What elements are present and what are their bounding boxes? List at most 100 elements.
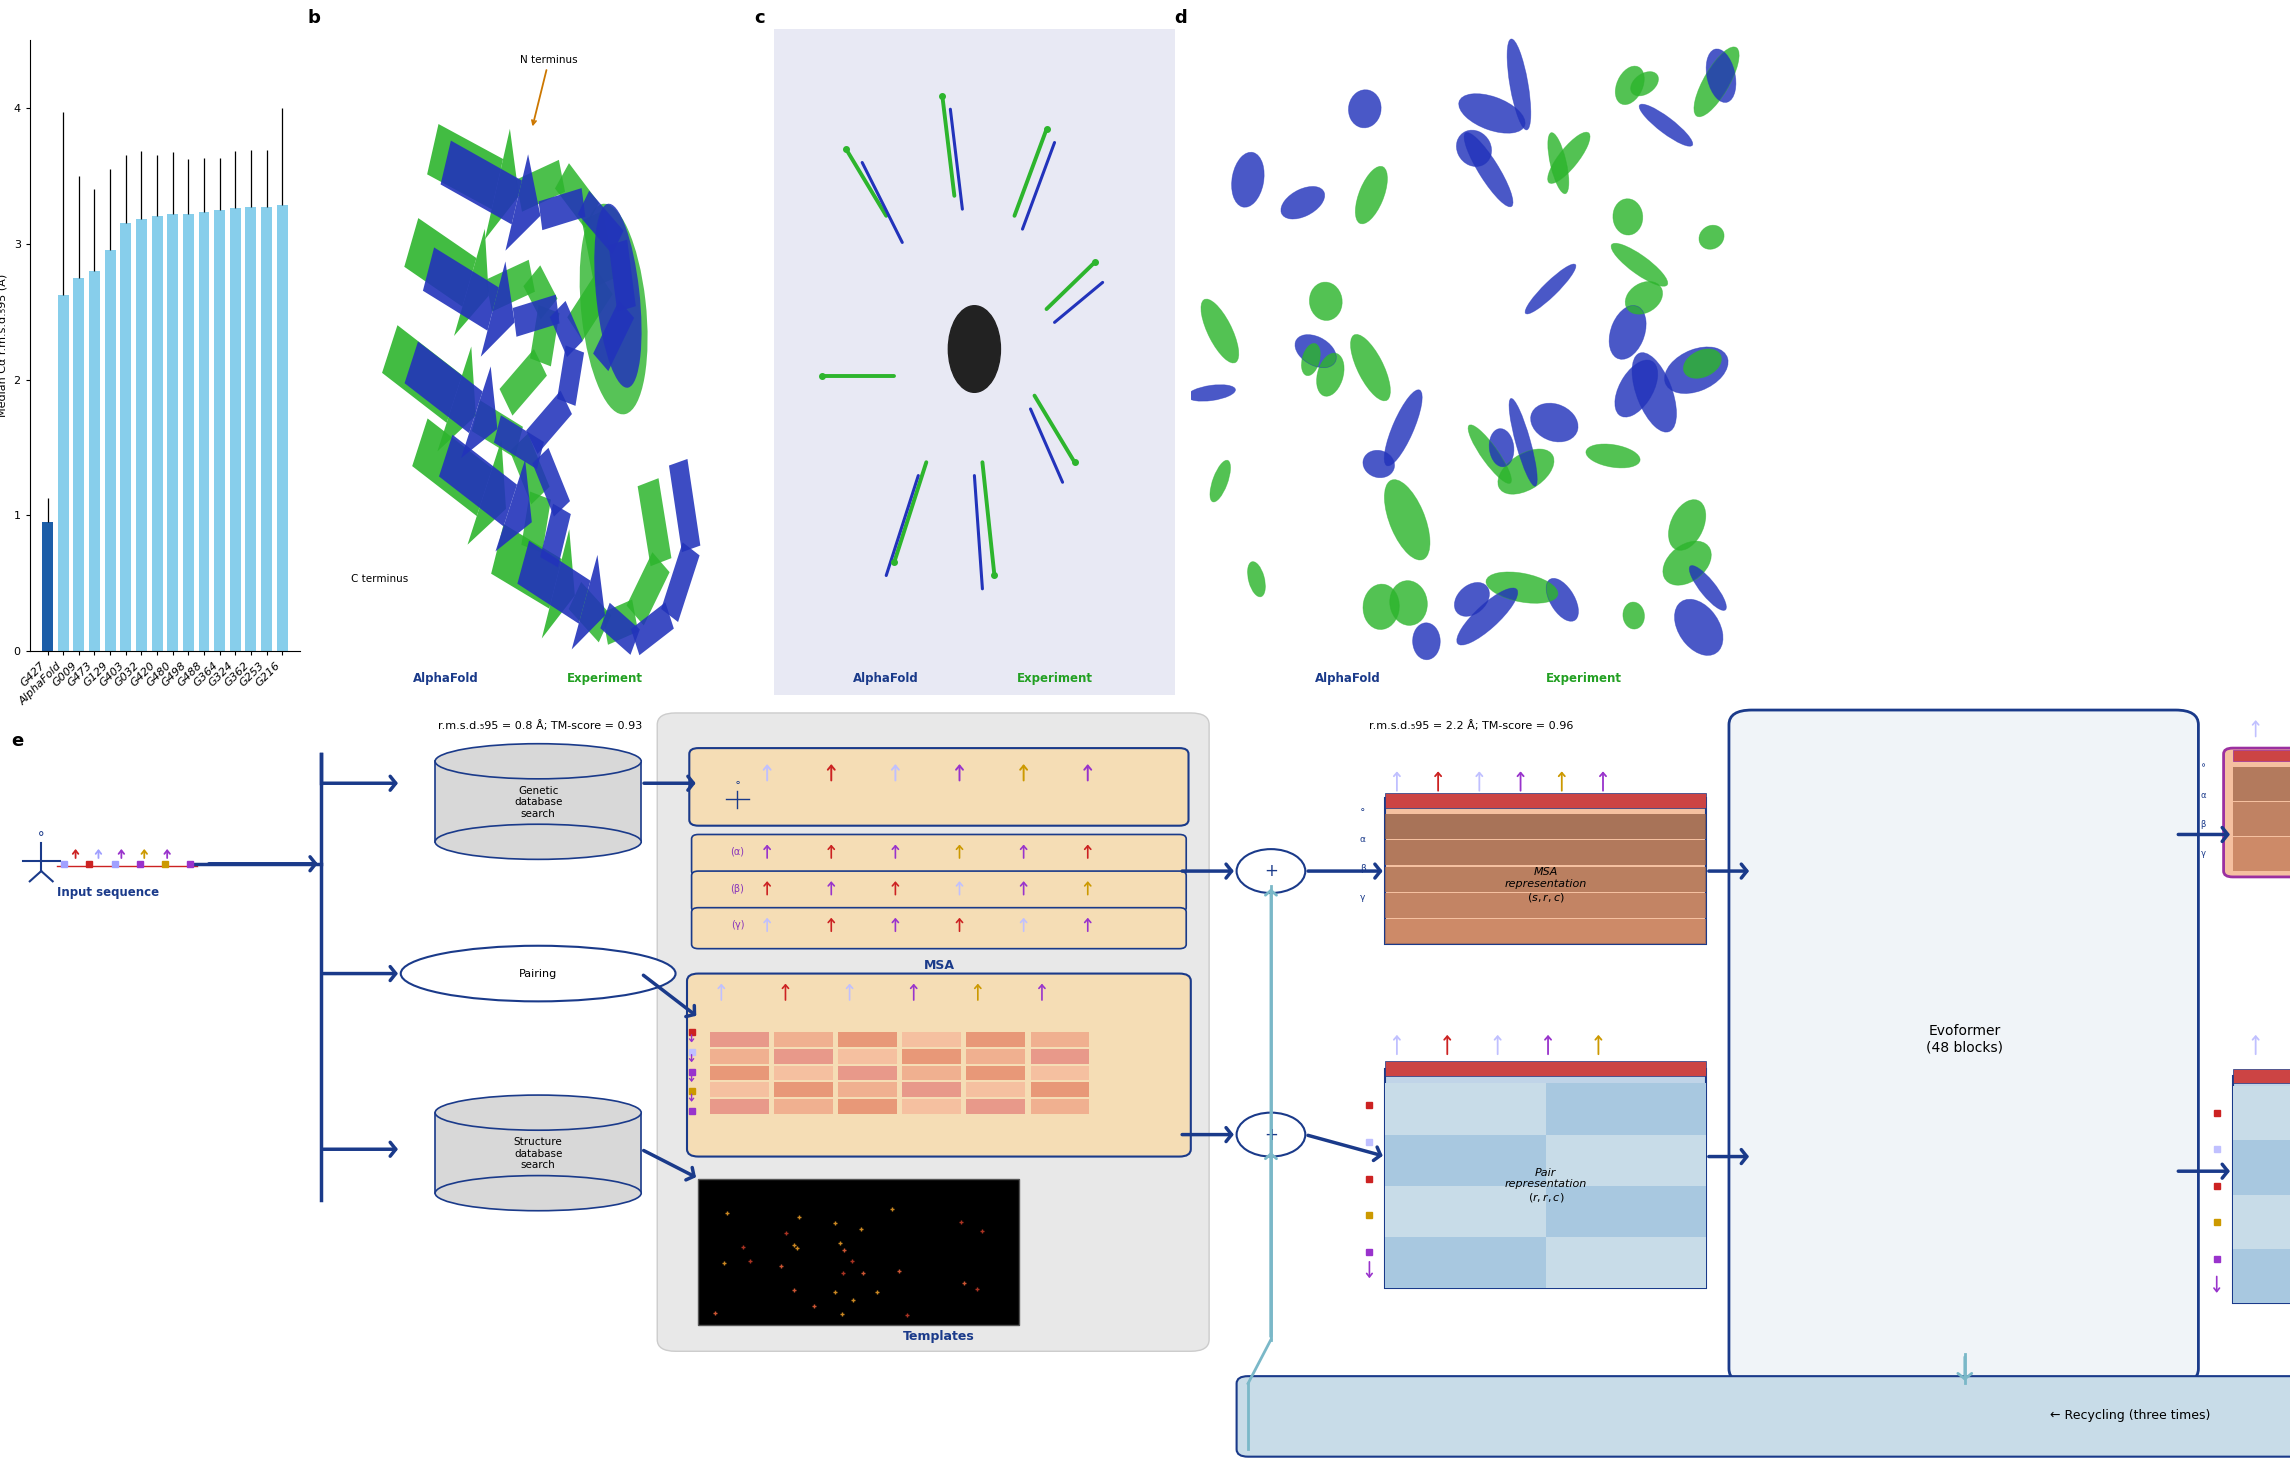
Polygon shape xyxy=(460,366,497,458)
Polygon shape xyxy=(511,433,550,505)
Polygon shape xyxy=(637,479,671,567)
Text: Genetic
database
search: Genetic database search xyxy=(513,786,563,818)
Bar xyxy=(151,217,163,651)
Ellipse shape xyxy=(1530,403,1578,442)
Text: e: e xyxy=(11,732,23,750)
Ellipse shape xyxy=(1310,283,1342,321)
Ellipse shape xyxy=(1317,353,1344,397)
Polygon shape xyxy=(669,458,701,552)
Ellipse shape xyxy=(1456,130,1491,167)
Bar xyxy=(902,1066,962,1080)
Polygon shape xyxy=(506,154,540,250)
Polygon shape xyxy=(577,190,623,255)
Text: b: b xyxy=(307,9,321,28)
Ellipse shape xyxy=(1186,385,1237,401)
Polygon shape xyxy=(518,540,591,624)
Ellipse shape xyxy=(1383,389,1422,466)
Bar xyxy=(1385,798,1706,944)
Bar xyxy=(2233,802,2290,836)
Text: α: α xyxy=(2201,791,2205,799)
Polygon shape xyxy=(600,603,639,654)
Ellipse shape xyxy=(1363,584,1399,630)
Ellipse shape xyxy=(1349,89,1381,127)
Text: +: + xyxy=(1264,1126,1278,1143)
Bar xyxy=(966,1032,1026,1047)
Bar xyxy=(710,1082,769,1098)
Polygon shape xyxy=(572,555,605,650)
Ellipse shape xyxy=(1626,281,1663,315)
Bar xyxy=(245,206,256,651)
Polygon shape xyxy=(440,435,518,527)
Bar xyxy=(966,1066,1026,1080)
Bar xyxy=(1385,867,1706,892)
Bar xyxy=(57,296,69,651)
Polygon shape xyxy=(472,400,522,458)
FancyBboxPatch shape xyxy=(687,974,1191,1157)
Bar xyxy=(215,209,224,651)
Text: MSA: MSA xyxy=(923,959,955,972)
Text: Templates: Templates xyxy=(902,1329,976,1342)
Polygon shape xyxy=(522,492,552,553)
Bar xyxy=(1546,1186,1706,1237)
FancyBboxPatch shape xyxy=(657,713,1209,1351)
Bar xyxy=(167,214,179,651)
Text: γ: γ xyxy=(1360,893,1365,902)
Ellipse shape xyxy=(435,824,641,859)
Bar xyxy=(2233,750,2290,761)
Bar xyxy=(435,1113,641,1193)
Bar xyxy=(774,1099,834,1114)
Bar xyxy=(698,1179,1019,1325)
Ellipse shape xyxy=(1674,599,1722,656)
Bar xyxy=(710,1099,769,1114)
Ellipse shape xyxy=(1624,602,1644,630)
Ellipse shape xyxy=(1525,264,1576,313)
Bar xyxy=(183,214,195,651)
Text: ⚬: ⚬ xyxy=(733,779,742,788)
Bar xyxy=(966,1099,1026,1114)
Ellipse shape xyxy=(1248,562,1266,597)
FancyBboxPatch shape xyxy=(692,834,1186,875)
Text: N terminus: N terminus xyxy=(520,54,577,124)
FancyBboxPatch shape xyxy=(689,748,1189,826)
Ellipse shape xyxy=(1612,199,1642,236)
Text: (α): (α) xyxy=(731,848,744,856)
Ellipse shape xyxy=(1509,398,1537,486)
Bar xyxy=(1385,840,1706,865)
Bar xyxy=(41,523,53,651)
Text: Evoformer
(48 blocks): Evoformer (48 blocks) xyxy=(1926,1025,2004,1054)
Bar xyxy=(2233,1069,2290,1083)
Text: AlphaFold: AlphaFold xyxy=(412,672,479,685)
Bar xyxy=(1030,1032,1090,1047)
FancyBboxPatch shape xyxy=(1237,1376,2290,1457)
Polygon shape xyxy=(774,29,1175,695)
Bar xyxy=(838,1082,898,1098)
Polygon shape xyxy=(632,602,673,656)
Ellipse shape xyxy=(1385,480,1429,561)
Text: MSA
representation
$(s,r,c)$: MSA representation $(s,r,c)$ xyxy=(1505,868,1587,903)
FancyBboxPatch shape xyxy=(692,871,1186,912)
Text: Experiment: Experiment xyxy=(1017,672,1092,685)
Bar xyxy=(2233,1195,2290,1249)
Text: Experiment: Experiment xyxy=(568,672,643,685)
Bar xyxy=(838,1048,898,1063)
Polygon shape xyxy=(481,262,515,357)
Ellipse shape xyxy=(1690,565,1727,610)
Text: c: c xyxy=(753,9,765,28)
Ellipse shape xyxy=(1663,542,1711,586)
Polygon shape xyxy=(662,542,698,622)
Polygon shape xyxy=(529,305,559,366)
Ellipse shape xyxy=(1587,444,1640,468)
Text: α: α xyxy=(1360,834,1365,843)
Polygon shape xyxy=(543,529,575,638)
Polygon shape xyxy=(405,341,483,433)
Bar xyxy=(774,1048,834,1063)
Ellipse shape xyxy=(1454,583,1489,616)
Text: AlphaFold: AlphaFold xyxy=(854,672,918,685)
Bar xyxy=(435,761,641,842)
Ellipse shape xyxy=(435,744,641,779)
Polygon shape xyxy=(627,552,669,625)
Bar xyxy=(1385,814,1706,839)
Bar xyxy=(710,1066,769,1080)
Text: Pair
representation
$(r,r,c)$: Pair representation $(r,r,c)$ xyxy=(1505,1168,1587,1203)
Bar xyxy=(1385,919,1706,944)
